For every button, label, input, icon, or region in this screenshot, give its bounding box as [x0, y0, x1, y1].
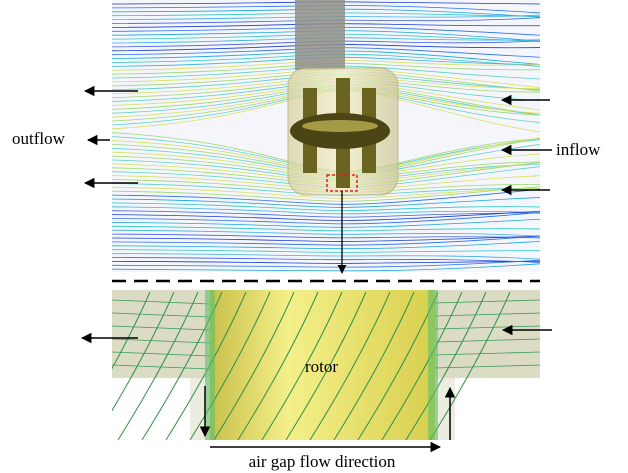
gap-flow: [428, 290, 438, 440]
outflow-label: outflow: [12, 129, 66, 148]
rotor-label: rotor: [305, 357, 338, 376]
streamline: [112, 272, 540, 274]
hub-highlight: [302, 120, 378, 132]
shaft: [295, 0, 345, 70]
gap-flow: [205, 290, 215, 440]
figure: outflow inflow rotor air gap flow direct…: [0, 0, 628, 473]
inflow-label: inflow: [556, 140, 601, 159]
caption: air gap flow direction: [249, 452, 396, 471]
